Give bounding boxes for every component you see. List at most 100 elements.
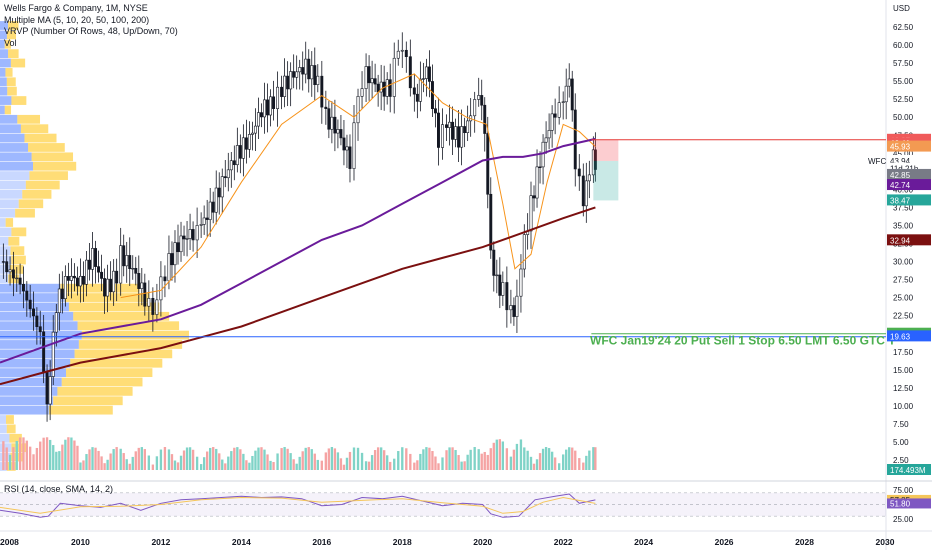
volume-bar	[389, 462, 391, 470]
price-label: 42.85	[890, 171, 911, 180]
vrvp-bar-up	[0, 68, 5, 77]
rsi-tick-label: 75.00	[893, 486, 914, 495]
candle-body	[206, 218, 208, 220]
candle-body	[551, 114, 553, 130]
vrvp-bar-down	[57, 387, 132, 396]
volume-bar	[493, 443, 495, 470]
candle-body	[79, 276, 81, 286]
x-tick-label: 2014	[232, 537, 251, 547]
candle-body	[448, 122, 450, 127]
x-tick-label: 2028	[795, 537, 814, 547]
vrvp-legend: VRVP (Number Of Rows, 48, Up/Down, 70)	[4, 26, 178, 38]
candle-body	[346, 147, 348, 150]
vrvp-bar-down	[49, 406, 113, 415]
volume-bar	[539, 453, 541, 470]
candle-body	[357, 96, 359, 122]
vrvp-bar-down	[26, 181, 60, 190]
candle-body	[64, 276, 66, 298]
volume-bar	[215, 449, 217, 470]
volume-bar	[542, 449, 544, 470]
vrvp-bar-up	[0, 134, 24, 143]
volume-bar	[266, 454, 268, 470]
x-tick-label: 2026	[715, 537, 734, 547]
volume-bar	[484, 452, 486, 470]
volume-bar	[331, 447, 333, 470]
volume-bar	[16, 441, 18, 470]
volume-bar	[186, 447, 188, 470]
candle-body	[203, 218, 205, 224]
candle-body	[221, 177, 223, 197]
candle-body	[545, 138, 547, 142]
candle-body	[156, 300, 158, 315]
volume-bar	[448, 447, 450, 470]
vrvp-bar-up	[0, 218, 6, 227]
vrvp-bar-up	[0, 209, 15, 218]
candle-body	[171, 253, 173, 264]
chart-title: Wells Fargo & Company, 1M, NYSE	[4, 3, 178, 15]
candle-body	[371, 79, 373, 83]
y-tick-label: 35.00	[893, 221, 914, 230]
y-tick-label: 50.00	[893, 113, 914, 122]
volume-bar	[79, 462, 81, 470]
vrvp-bar-down	[33, 162, 76, 171]
volume-bar	[401, 447, 403, 470]
vrvp-bar-down	[17, 115, 40, 124]
candle-body	[325, 107, 327, 109]
vrvp-bar-down	[8, 237, 19, 246]
vrvp-bar-up	[0, 359, 70, 368]
candle-body	[144, 283, 146, 306]
volume-bar	[203, 457, 205, 470]
volume-bar	[269, 461, 271, 470]
candle-body	[513, 305, 515, 316]
vrvp-bar-up	[0, 162, 33, 171]
volume-bar	[2, 441, 4, 470]
volume-bar	[594, 447, 596, 470]
candle-body	[215, 188, 217, 212]
candle-body	[196, 225, 198, 240]
volume-bar	[129, 464, 131, 470]
volume-bar	[321, 461, 323, 470]
volume-bar	[533, 464, 535, 470]
volume-bar	[365, 461, 367, 470]
volume-bar	[454, 450, 456, 470]
candle-body	[174, 243, 176, 265]
candle-body	[82, 276, 84, 284]
vrvp-bar-down	[5, 106, 11, 115]
volume-bar	[478, 449, 480, 470]
candle-body	[67, 276, 69, 280]
volume-bar	[457, 455, 459, 470]
volume-bar	[434, 456, 436, 470]
candle-body	[49, 377, 51, 404]
volume-bar	[144, 449, 146, 470]
chart-legend: Wells Fargo & Company, 1M, NYSE Multiple…	[4, 3, 178, 49]
candle-body	[582, 176, 584, 206]
candle-body	[22, 284, 24, 291]
candle-body	[248, 134, 250, 149]
y-tick-label: 17.50	[893, 348, 914, 357]
volume-bar	[463, 461, 465, 470]
candle-body	[299, 67, 301, 71]
vrvp-bar-up	[0, 77, 7, 86]
volume-bar	[138, 448, 140, 470]
candle-body	[209, 202, 211, 220]
volume-bar	[156, 456, 158, 470]
volume-bar	[502, 441, 504, 470]
candle-body	[189, 229, 191, 238]
candle-body	[353, 123, 355, 169]
volume-bar	[568, 447, 570, 470]
candle-body	[260, 113, 262, 117]
volume-bar	[419, 454, 421, 470]
volume-bar	[171, 454, 173, 470]
candle-body	[340, 129, 342, 137]
vrvp-bar-up	[0, 181, 26, 190]
candle-body	[510, 305, 512, 309]
candle-body	[91, 248, 93, 269]
candle-body	[416, 94, 418, 101]
candle-body	[460, 126, 462, 147]
candle-body	[266, 100, 268, 115]
volume-bar	[377, 447, 379, 470]
candle-body	[283, 76, 285, 97]
volume-bar	[416, 460, 418, 470]
volume-bar	[311, 449, 313, 470]
